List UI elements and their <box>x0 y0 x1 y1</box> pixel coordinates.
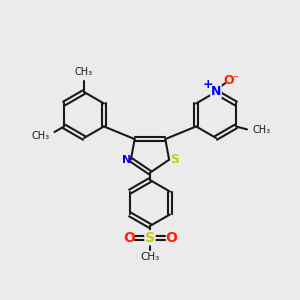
Text: CH₃: CH₃ <box>140 253 160 262</box>
Text: CH₃: CH₃ <box>252 125 271 135</box>
Text: ⁻: ⁻ <box>232 74 238 84</box>
Text: O: O <box>223 74 234 87</box>
Text: S: S <box>170 153 179 166</box>
Text: CH₃: CH₃ <box>75 67 93 77</box>
Text: N: N <box>211 85 221 98</box>
Text: O: O <box>165 231 177 245</box>
Text: S: S <box>145 231 155 245</box>
Text: CH₃: CH₃ <box>32 130 50 141</box>
Text: N: N <box>122 155 131 165</box>
Text: +: + <box>202 78 213 91</box>
Text: O: O <box>123 231 135 245</box>
